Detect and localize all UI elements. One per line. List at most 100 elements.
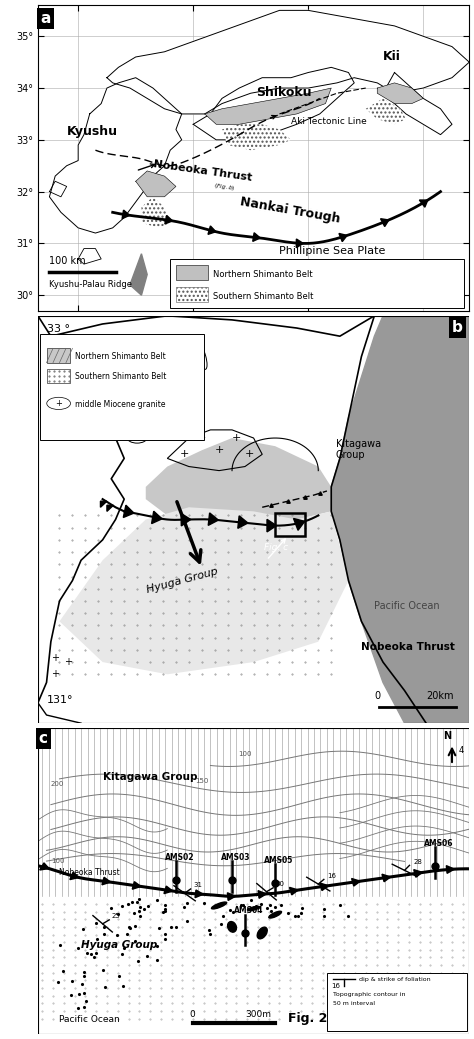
Text: +: + <box>232 433 241 443</box>
Polygon shape <box>141 196 170 228</box>
Text: Northern Shimanto Belt: Northern Shimanto Belt <box>74 351 165 361</box>
Text: AMS05: AMS05 <box>264 856 294 864</box>
Polygon shape <box>38 728 469 887</box>
Text: +: + <box>51 652 59 663</box>
Polygon shape <box>165 215 173 224</box>
Polygon shape <box>181 513 191 526</box>
Text: Fig. 2: Fig. 2 <box>288 1012 328 1024</box>
Text: 33 °: 33 ° <box>46 324 70 334</box>
Polygon shape <box>70 872 79 880</box>
Polygon shape <box>102 877 110 885</box>
Text: 0: 0 <box>374 691 381 700</box>
Ellipse shape <box>228 922 237 932</box>
Text: Southern Shimanto Belt: Southern Shimanto Belt <box>74 372 166 381</box>
Polygon shape <box>40 862 49 870</box>
Polygon shape <box>320 883 328 890</box>
Polygon shape <box>381 218 389 227</box>
Polygon shape <box>352 879 360 886</box>
Text: 0: 0 <box>189 1010 195 1019</box>
Bar <box>176 265 208 279</box>
Text: 28: 28 <box>413 859 422 865</box>
Text: Nankai Trough: Nankai Trough <box>239 195 341 225</box>
Text: 131°: 131° <box>46 695 73 704</box>
Text: 4: 4 <box>458 746 464 754</box>
Polygon shape <box>293 518 305 530</box>
Text: N: N <box>443 731 452 741</box>
Text: Phillipine Sea Plate: Phillipine Sea Plate <box>280 246 386 256</box>
Polygon shape <box>122 210 130 218</box>
Text: Northern Shimanto Belt: Northern Shimanto Belt <box>213 270 313 279</box>
Text: 100: 100 <box>51 858 64 863</box>
Text: +: + <box>214 446 224 455</box>
Polygon shape <box>366 99 406 125</box>
Polygon shape <box>49 78 182 233</box>
Bar <box>46 348 70 363</box>
Polygon shape <box>107 10 469 114</box>
Polygon shape <box>208 513 219 526</box>
Text: Shikoku: Shikoku <box>256 86 312 99</box>
Bar <box>327 973 467 1031</box>
Polygon shape <box>377 83 423 104</box>
Bar <box>176 288 208 302</box>
Text: 300m: 300m <box>245 1010 271 1019</box>
Polygon shape <box>195 890 203 898</box>
Text: Aki Tectonic Line: Aki Tectonic Line <box>291 117 367 127</box>
Text: Nobeoka Thrust: Nobeoka Thrust <box>153 160 253 183</box>
Polygon shape <box>78 248 101 264</box>
Text: Kitagawa
Group: Kitagawa Group <box>336 438 381 460</box>
Polygon shape <box>100 501 107 507</box>
Text: +: + <box>55 399 62 408</box>
Text: Kyushu: Kyushu <box>67 125 118 137</box>
Text: c: c <box>39 731 48 746</box>
Text: 200: 200 <box>51 781 64 788</box>
Text: AMS03: AMS03 <box>221 853 251 861</box>
Polygon shape <box>238 515 248 529</box>
Text: Hyuga Group: Hyuga Group <box>146 566 219 594</box>
Ellipse shape <box>211 902 227 909</box>
Text: +: + <box>134 433 141 443</box>
Bar <box>275 513 305 536</box>
Text: Kitagawa Group: Kitagawa Group <box>102 772 197 782</box>
Text: middle Miocene granite: middle Miocene granite <box>74 400 165 408</box>
Text: 25: 25 <box>111 912 120 918</box>
Text: Pacific Ocean: Pacific Ocean <box>60 1015 120 1023</box>
Text: +: + <box>180 449 189 459</box>
Text: Kyushu-Palau Ridge: Kyushu-Palau Ridge <box>49 281 132 290</box>
Polygon shape <box>107 505 113 511</box>
Bar <box>170 259 464 309</box>
Text: AMS02: AMS02 <box>165 853 195 861</box>
Polygon shape <box>205 88 331 125</box>
Text: 100: 100 <box>238 751 252 756</box>
Polygon shape <box>382 874 391 882</box>
Text: dip & strike of foliation: dip & strike of foliation <box>359 978 431 982</box>
Polygon shape <box>132 882 141 889</box>
Text: $_{(Fig. b)}$: $_{(Fig. b)}$ <box>213 181 236 193</box>
Polygon shape <box>164 886 173 894</box>
Text: 150: 150 <box>195 778 209 784</box>
Polygon shape <box>339 234 347 242</box>
Polygon shape <box>296 239 303 247</box>
Polygon shape <box>419 201 428 207</box>
Polygon shape <box>253 233 260 241</box>
Text: Southern Shimanto Belt: Southern Shimanto Belt <box>213 292 314 301</box>
Text: 16: 16 <box>327 873 336 879</box>
Polygon shape <box>146 438 331 524</box>
Text: 20km: 20km <box>426 691 454 700</box>
Text: b: b <box>452 320 463 335</box>
Polygon shape <box>383 73 452 135</box>
Polygon shape <box>222 125 291 151</box>
Polygon shape <box>290 887 298 895</box>
Text: 100 km: 100 km <box>49 257 86 266</box>
Polygon shape <box>49 181 67 196</box>
Polygon shape <box>447 865 455 874</box>
Text: a: a <box>40 11 50 26</box>
Text: 31: 31 <box>193 882 202 888</box>
Polygon shape <box>414 870 422 877</box>
Polygon shape <box>123 505 134 517</box>
Text: Nobeoka Thrust: Nobeoka Thrust <box>60 868 120 877</box>
Text: +: + <box>245 449 254 459</box>
Text: Kii: Kii <box>383 50 401 62</box>
Text: +: + <box>64 657 72 667</box>
Text: Hyuga Group: Hyuga Group <box>81 940 157 951</box>
Polygon shape <box>152 511 162 524</box>
